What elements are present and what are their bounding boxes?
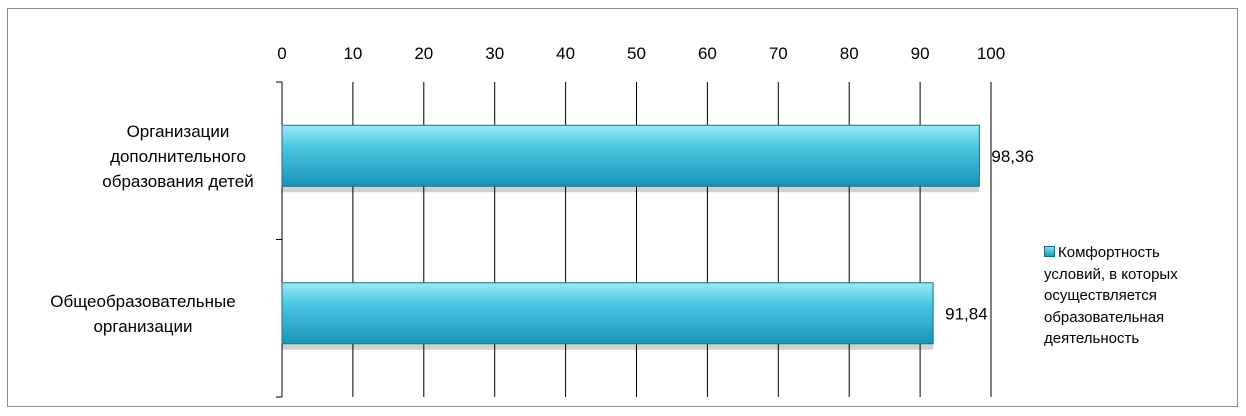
category-label: Организации дополнительного образования де… <box>102 122 253 191</box>
x-tick-label: 100 <box>977 44 1005 63</box>
legend: Комфортность условий, в которых осуществ… <box>1044 242 1214 350</box>
category-label: Общеобразовательные организации <box>50 292 235 336</box>
legend-swatch <box>1044 246 1055 257</box>
x-tick-label: 30 <box>485 44 504 63</box>
x-tick-label: 50 <box>627 44 646 63</box>
x-tick-label: 70 <box>769 44 788 63</box>
bar <box>281 282 934 345</box>
legend-label: Комфортность условий, в которых осуществ… <box>1044 244 1178 347</box>
x-tick-label: 10 <box>343 44 362 63</box>
data-label: 91,84 <box>945 304 988 323</box>
x-tick-label: 80 <box>840 44 859 63</box>
data-label: 98,36 <box>991 147 1034 166</box>
x-tick-label: 0 <box>277 44 286 63</box>
bar <box>281 124 980 187</box>
x-tick-label: 60 <box>698 44 717 63</box>
x-tick-label: 90 <box>911 44 930 63</box>
x-tick-label: 20 <box>414 44 433 63</box>
x-tick-label: 40 <box>556 44 575 63</box>
